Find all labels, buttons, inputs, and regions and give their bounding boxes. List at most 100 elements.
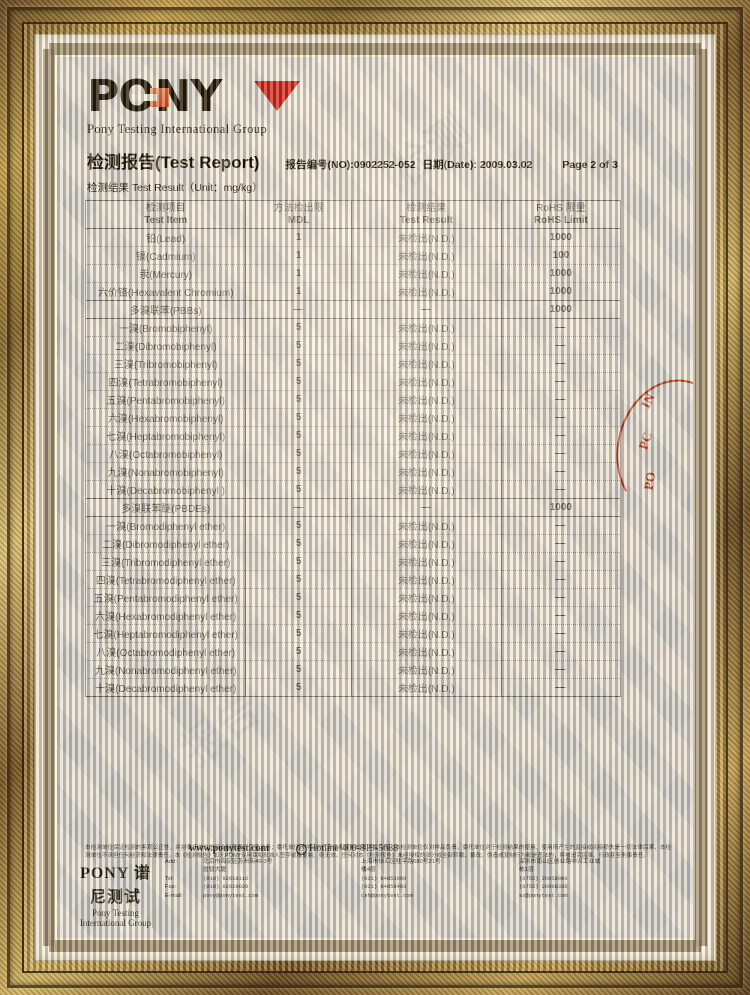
cell-item: 六价铬(Hexavalent Chromium)	[84, 282, 247, 301]
report-date: 日期(Date): 2009.03.02	[422, 159, 533, 171]
cell-item: 铅(Lead)	[84, 228, 247, 247]
cell-item: 多溴联苯醚(PBDEs)	[84, 498, 247, 517]
cell-mdl: 5	[245, 516, 352, 535]
column-header-test-result: 检测结果 Test Result	[350, 200, 502, 229]
cell-res: 未检出(N.D.)	[350, 372, 502, 391]
logo-triangle-icon	[254, 81, 300, 111]
table-row: 二溴(Dibromodiphenyl ether) 5 未检出(N.D.) —	[84, 534, 622, 553]
cell-mdl: 5	[245, 606, 352, 625]
greek-key-border-right	[693, 49, 709, 946]
cell-lim: —	[500, 372, 622, 391]
table-row: 多溴联苯(PBBs) — —1000	[84, 300, 622, 319]
cell-item: 七溴(Heptabromobiphenyl)	[84, 426, 247, 445]
cell-lim: —	[500, 552, 622, 571]
cell-mdl: 5	[245, 444, 352, 463]
cell-mdl: 5	[245, 552, 352, 571]
cell-res: 未检出(N.D.)	[350, 444, 502, 463]
cell-res: 未检出(N.D.)	[350, 426, 502, 445]
cell-mdl: 1	[245, 282, 352, 301]
cell-res: —	[350, 300, 502, 319]
office-addresses: Add: Tel: Fax: E-mail: 北京市海淀区苏州街49-3号 盈智…	[165, 858, 677, 900]
cell-res: 未检出(N.D.)	[350, 480, 502, 499]
column-header-test-item: 检测项目 Test Item	[84, 200, 247, 229]
table-row: 八溴(Octabromobiphenyl) 5 未检出(N.D.) —	[84, 444, 622, 463]
table-row: 三溴(Tribromobiphenyl) 5 未检出(N.D.) —	[84, 354, 622, 373]
cell-mdl: 1	[245, 228, 352, 247]
cell-res: 未检出(N.D.)	[350, 336, 502, 355]
cell-mdl: 5	[245, 318, 352, 337]
unit-note: 检测结果 Test Result（Unit：mg/kg）	[87, 182, 263, 194]
table-row: 七溴(Heptabromodiphenyl ether) 5 未检出(N.D.) —	[84, 624, 622, 643]
cell-lim: —	[500, 516, 622, 535]
logo-square-icon	[150, 88, 169, 107]
cell-mdl: 5	[245, 408, 352, 427]
website-link[interactable]: www.ponytest.com	[189, 843, 269, 854]
cell-item: 一溴(Bromobiphenyl)	[84, 318, 247, 337]
cell-mdl: 1	[245, 264, 352, 283]
cell-item: 四溴(Tetrabromobiphenyl)	[84, 372, 247, 391]
cell-item: 镉(Cadmium)	[84, 246, 247, 265]
office-shanghai: 上海市徐汇区柱平路680号21号 楼4层 (021) 64851999 (021…	[361, 859, 441, 899]
cell-item: 四溴(Tetrabromodiphenyl ether)	[84, 570, 247, 589]
table-row: 九溴(Nonabromobiphenyl) 5 未检出(N.D.) —	[84, 462, 622, 481]
table-row: 七溴(Heptabromobiphenyl) 5 未检出(N.D.) —	[84, 426, 622, 445]
cell-item: 八溴(Octabromodiphenyl ether)	[84, 642, 247, 661]
frame-mat: 检测 报告 PONY Pony Testing International Gr…	[34, 34, 716, 961]
cell-res: 未检出(N.D.)	[350, 264, 502, 283]
cell-item: 五溴(Pentabromobiphenyl)	[84, 390, 247, 409]
table-row: 五溴(Pentabromobiphenyl) 5 未检出(N.D.) —	[84, 390, 622, 409]
cell-res: 未检出(N.D.)	[350, 534, 502, 553]
cell-lim: —	[500, 408, 622, 427]
cell-lim: —	[500, 426, 622, 445]
report-number: 报告编号(NO):0902252-052	[285, 159, 416, 171]
cell-item: 汞(Mercury)	[84, 264, 247, 283]
footer-contact: www.ponytest.com C Hotline 400-819-5688 …	[153, 843, 677, 928]
table-row: 四溴(Tetrabromobiphenyl) 5 未检出(N.D.) —	[84, 372, 622, 391]
greek-key-border-left	[41, 49, 57, 946]
cell-res: 未检出(N.D.)	[350, 318, 502, 337]
greek-key-border-bottom	[49, 938, 701, 954]
cell-mdl: 5	[245, 642, 352, 661]
column-header-rohs-limit: RoHS 限量 RoHS Limit	[500, 200, 622, 229]
cell-mdl: —	[245, 300, 352, 319]
cell-res: 未检出(N.D.)	[350, 246, 502, 265]
cell-res: 未检出(N.D.)	[350, 354, 502, 373]
cell-mdl: 5	[245, 480, 352, 499]
cell-res: 未检出(N.D.)	[350, 678, 502, 697]
cell-res: 未检出(N.D.)	[350, 282, 502, 301]
cell-item: 二溴(Dibromodiphenyl ether)	[84, 534, 247, 553]
page-indicator: Page 2 of 3	[562, 159, 618, 171]
cell-lim: —	[500, 354, 622, 373]
test-result-table: 检测项目 Test Item 方法检出限 MDL 检测结果 Test Result R…	[84, 200, 622, 697]
hotline: C Hotline 400-819-5688	[295, 843, 398, 855]
footer-logo-cn: PONY 谱尼测试	[80, 865, 151, 906]
cell-res: 未检出(N.D.)	[350, 228, 502, 247]
cell-lim: 100	[500, 246, 622, 265]
cell-item: 七溴(Heptabromodiphenyl ether)	[84, 624, 247, 643]
cell-res: 未检出(N.D.)	[350, 390, 502, 409]
cell-item: 六溴(Hexabromodiphenyl ether)	[84, 606, 247, 625]
cell-mdl: 5	[245, 390, 352, 409]
address-labels: Add: Tel: Fax: E-mail:	[165, 859, 184, 899]
cell-mdl: 5	[245, 570, 352, 589]
cell-res: 未检出(N.D.)	[350, 552, 502, 571]
cell-res: 未检出(N.D.)	[350, 408, 502, 427]
cell-mdl: 5	[245, 678, 352, 697]
cell-res: 未检出(N.D.)	[350, 624, 502, 643]
red-seal-stamp: IN PC PO	[603, 368, 693, 530]
cell-item: 一溴(Bromodiphenyl ether)	[84, 516, 247, 535]
cell-item: 五溴(Pentabromodiphenyl ether)	[84, 588, 247, 607]
cell-lim: —	[500, 570, 622, 589]
cell-mdl: 5	[245, 588, 352, 607]
table-row: 汞(Mercury) 1 未检出(N.D.) 1000	[84, 264, 622, 283]
cell-res: 未检出(N.D.)	[350, 606, 502, 625]
cell-lim: 1000	[500, 264, 622, 283]
cell-res: 未检出(N.D.)	[350, 660, 502, 679]
table-row: 镉(Cadmium) 1 未检出(N.D.) 100	[84, 246, 622, 265]
table-row: 六溴(Hexabromodiphenyl ether) 5 未检出(N.D.) —	[84, 606, 622, 625]
cell-mdl: 5	[245, 336, 352, 355]
table-row: 十溴(Decabromobiphenyl ) 5 未检出(N.D.) —	[84, 480, 622, 499]
cell-res: 未检出(N.D.)	[350, 642, 502, 661]
seal-text: PC	[635, 430, 656, 452]
